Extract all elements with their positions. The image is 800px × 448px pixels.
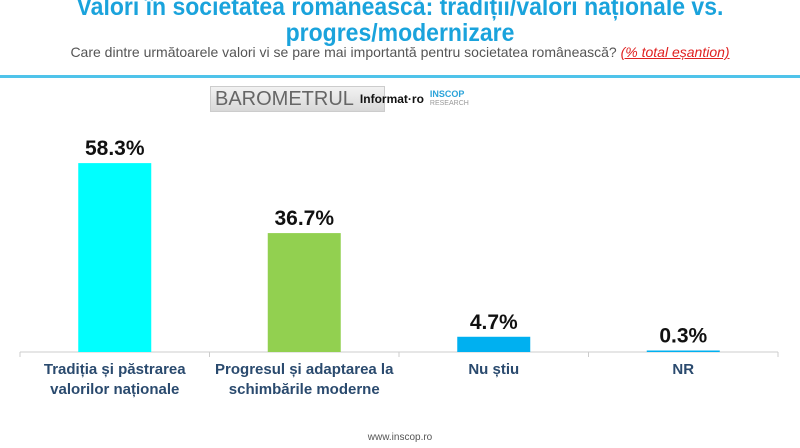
subtitle-note: (% total eșantion) — [620, 44, 730, 60]
logo-informat: Informat·ro — [359, 92, 424, 106]
category-label: Tradiția și păstrarea valorilor național… — [43, 361, 186, 398]
logo-barometrul: BAROMETRUL — [215, 87, 354, 110]
footer-url: www.inscop.ro — [367, 432, 433, 443]
data-label: 4.7% — [470, 311, 518, 334]
subtitle-question: Care dintre următoarele valori vi se par… — [70, 44, 617, 60]
bar — [78, 163, 152, 352]
chart-title: Valori în societatea românească: tradiți… — [76, 0, 724, 47]
data-label: 36.7% — [274, 207, 334, 230]
chart-subtitle: Care dintre următoarele valori vi se par… — [0, 44, 800, 60]
data-label: 0.3% — [659, 325, 707, 348]
category-label: NR — [672, 361, 695, 378]
data-label: 58.3% — [85, 137, 145, 160]
bar — [267, 233, 341, 352]
sponsor-logo: BAROMETRUL Informat·ro INSCOP RESEARCH — [210, 86, 469, 112]
logo-inscop: INSCOP RESEARCH — [429, 89, 469, 108]
category-label: Nu știu — [468, 361, 520, 378]
divider — [0, 75, 800, 78]
category-label: Progresul și adaptarea la schimbările mo… — [215, 361, 394, 398]
bar — [457, 336, 531, 352]
bar — [646, 350, 720, 352]
